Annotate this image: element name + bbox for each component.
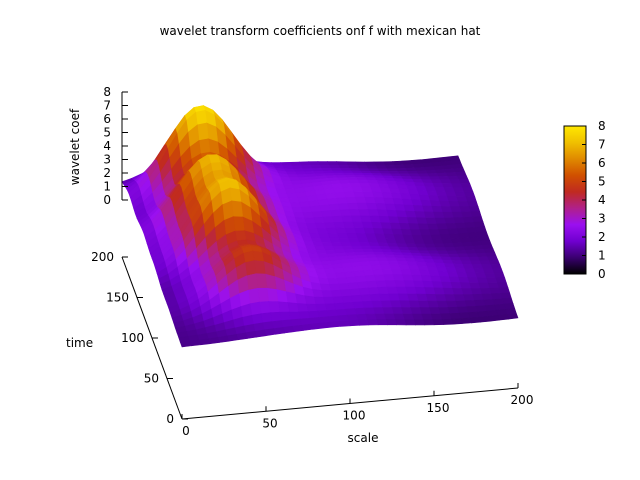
surface-cell [240,303,253,318]
surface-cell [189,339,202,347]
scale-tick-label: 50 [262,416,277,430]
surface-cell [217,335,230,343]
surface-cell [358,287,371,296]
surface-cell [458,312,471,320]
surface-cell [301,323,314,331]
surface-cell [336,277,349,285]
surface-cell [195,110,208,126]
colorbar-tick-label: 0 [598,267,606,281]
time-tick-label: 150 [106,291,129,305]
z-axis-label: wavelet coef [68,108,82,185]
surface-cell [347,282,360,290]
surface-cell [251,313,264,325]
scale-tick-label: 0 [182,424,190,438]
z-tick-label: 3 [103,153,111,167]
z-tick-label: 6 [103,112,111,126]
colorbar-tick-label: 5 [598,175,606,189]
colorbar-tick-label: 2 [598,230,606,244]
z-tick-label: 0 [103,193,111,207]
scale-tick-label: 100 [343,409,366,423]
chart-title: wavelet transform coefficients onf f wit… [160,24,481,38]
colorbar-tick-label: 7 [598,138,606,152]
z-tick-label: 1 [103,180,111,194]
surface-cell [246,273,259,291]
surface-cell [352,301,365,309]
surface-cell [335,308,348,317]
surface-cell [469,316,482,324]
time-tick-label: 200 [91,250,114,264]
surface-cell [311,211,324,219]
surface-cell [328,203,341,211]
surface-cell [273,327,286,335]
z-tick-label: 4 [103,139,111,153]
surface-cell [245,330,258,339]
scale-tick-label: 150 [427,401,450,415]
scale-axis-ticks: 0 50 100 150 200 [181,383,534,438]
time-tick-label: 100 [121,331,144,345]
time-tick-label: 0 [166,412,174,426]
colorbar-tick-label: 4 [598,193,606,207]
x-axis-label: scale [348,431,379,445]
colorbar-ticks: 0 1 2 3 4 5 6 7 8 [582,119,606,281]
y-axis-label: time [66,336,93,350]
colorbar-tick-label: 6 [598,156,606,170]
colorbar-tick-label: 3 [598,212,606,226]
surface-cell [346,314,359,322]
surface-cell [300,206,313,214]
colorbar-tick-label: 8 [598,119,606,133]
z-tick-label: 5 [103,126,111,140]
time-tick-label: 50 [144,372,159,386]
z-tick-label: 8 [103,85,111,99]
surface-cell [179,340,192,348]
scale-tick-label: 200 [511,393,534,407]
surface-cell [322,216,335,224]
surface-cell [341,295,354,304]
surface-cell [497,314,510,321]
surface-plot [121,105,519,348]
surface-cell [329,321,342,328]
z-tick-label: 2 [103,166,111,180]
time-axis-ticks: 0 50 100 150 200 [91,250,188,426]
surface-cell [364,274,377,283]
z-tick-label: 7 [103,99,111,113]
surface-cell [334,192,347,199]
colorbar-tick-label: 1 [598,249,606,263]
